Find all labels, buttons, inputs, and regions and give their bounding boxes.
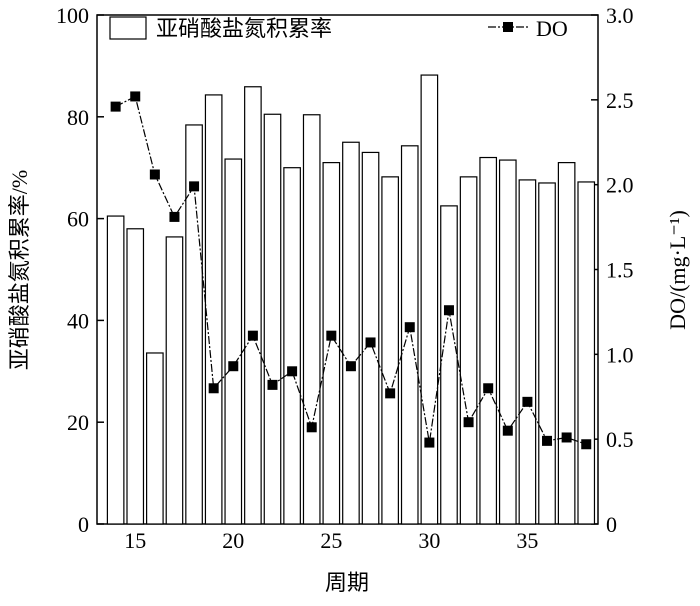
- bar: [420, 74, 439, 525]
- marker: [287, 366, 298, 377]
- marker: [463, 417, 474, 428]
- marker: [345, 361, 356, 372]
- y-tick-label: 100: [56, 3, 89, 28]
- y-tick-label: 60: [67, 207, 89, 232]
- bar: [165, 236, 184, 525]
- legend-swatch: [109, 16, 147, 40]
- x-tick-label: 20: [222, 528, 244, 553]
- bar: [302, 114, 321, 525]
- bar: [244, 86, 262, 525]
- x-tick-label: 35: [516, 528, 538, 553]
- marker: [561, 432, 572, 443]
- y2-tick-label: 2.5: [606, 88, 634, 113]
- marker: [130, 91, 141, 102]
- bar: [263, 113, 282, 525]
- marker: [404, 322, 415, 333]
- marker: [169, 211, 180, 222]
- y2-tick-label: 0.5: [606, 427, 634, 452]
- marker: [208, 383, 219, 394]
- marker: [189, 181, 200, 192]
- x-tick-label: 15: [124, 528, 146, 553]
- marker: [483, 383, 494, 394]
- marker: [365, 337, 376, 348]
- marker: [424, 437, 435, 448]
- marker: [385, 388, 396, 399]
- bar: [283, 167, 301, 525]
- bar: [224, 158, 243, 525]
- marker: [228, 361, 239, 372]
- y2-axis-label: DO/(mg·L⁻¹): [665, 210, 690, 330]
- bar: [400, 145, 419, 525]
- bar: [342, 141, 360, 525]
- bar: [479, 156, 498, 525]
- bar: [518, 179, 537, 525]
- y2-tick-label: 0: [606, 512, 617, 537]
- bar: [538, 182, 556, 525]
- y-axis-label: 亚硝酸盐氮积累率/%: [7, 170, 32, 370]
- marker: [149, 169, 160, 180]
- legend-label: DO: [536, 16, 568, 41]
- bar: [204, 94, 223, 525]
- marker: [522, 396, 533, 407]
- y2-tick-label: 1.0: [606, 342, 634, 367]
- legend-label: 亚硝酸盐氮积累率: [156, 16, 332, 41]
- marker: [542, 435, 553, 446]
- y2-tick-label: 2.0: [606, 173, 634, 198]
- x-axis-label: 周期: [325, 570, 369, 595]
- marker: [581, 439, 592, 450]
- y-tick-label: 80: [67, 105, 89, 130]
- bar: [459, 176, 478, 525]
- marker: [326, 330, 337, 341]
- marker: [306, 422, 317, 433]
- legend-marker: [503, 22, 513, 32]
- bar: [440, 205, 458, 525]
- bar: [146, 352, 164, 525]
- bar: [322, 162, 341, 525]
- x-tick-label: 30: [418, 528, 440, 553]
- y-tick-label: 40: [67, 308, 89, 333]
- bar: [126, 228, 145, 525]
- y2-tick-label: 1.5: [606, 258, 634, 283]
- y-tick-label: 20: [67, 410, 89, 435]
- marker: [267, 379, 278, 390]
- bar: [381, 176, 399, 525]
- bar: [557, 162, 576, 525]
- marker: [443, 305, 454, 316]
- bar: [577, 181, 596, 525]
- bar: [106, 215, 125, 525]
- x-tick-label: 25: [320, 528, 342, 553]
- marker: [110, 101, 121, 112]
- marker: [502, 425, 513, 436]
- y-tick-label: 0: [78, 512, 89, 537]
- y2-tick-label: 3.0: [606, 3, 634, 28]
- bar: [498, 159, 517, 525]
- marker: [247, 330, 258, 341]
